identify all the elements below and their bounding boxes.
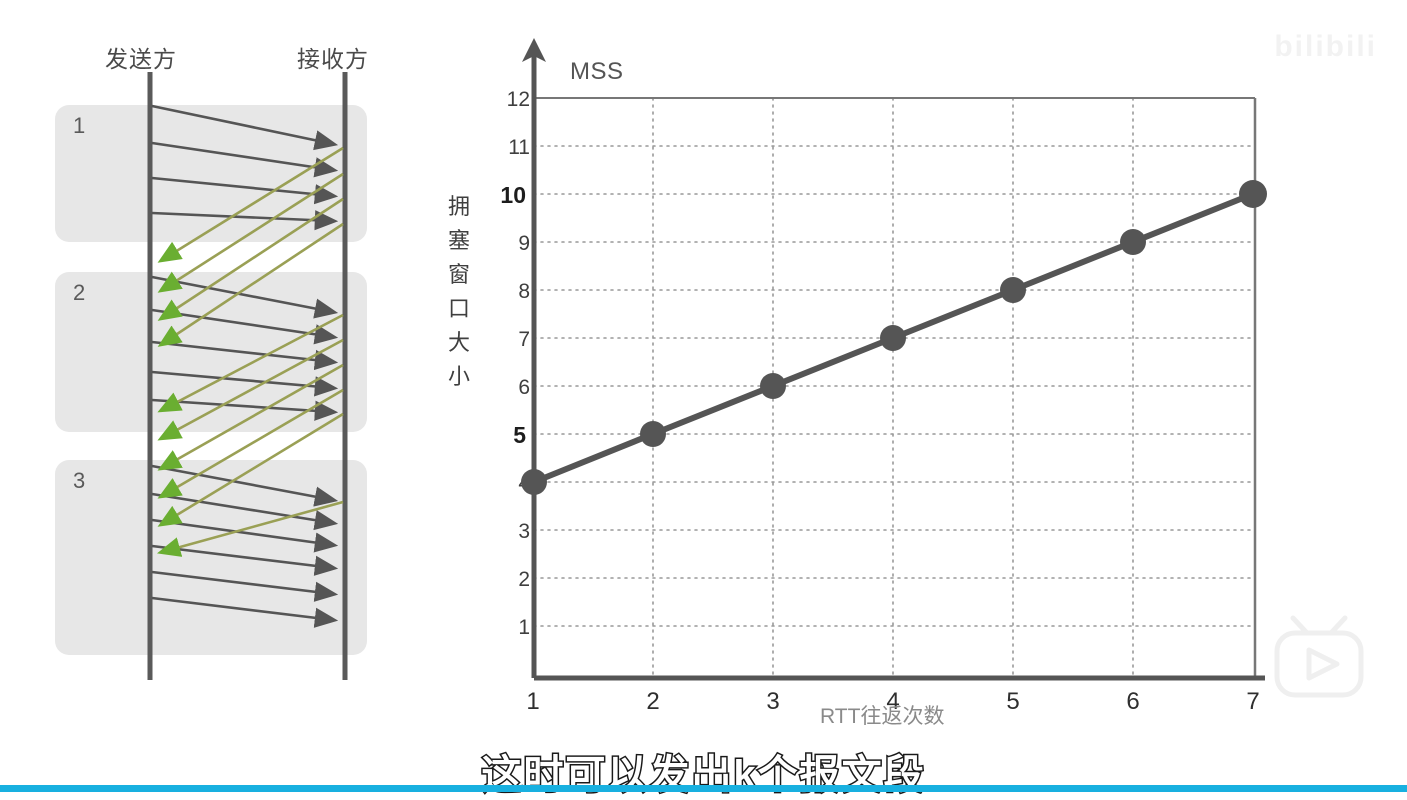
y-tick-11: 11 bbox=[508, 136, 530, 159]
y-axis-label: 拥 塞 窗 口 大 小 bbox=[442, 190, 476, 394]
y-axis-arrowhead bbox=[522, 38, 546, 62]
ack-arrows bbox=[156, 146, 344, 557]
x-tick-6: 6 bbox=[1126, 688, 1140, 715]
data-point-4 bbox=[880, 325, 906, 351]
horizontal-gridlines bbox=[533, 145, 1256, 627]
y-tick-5: 5 bbox=[513, 422, 526, 448]
chart-plot-svg bbox=[521, 38, 1267, 681]
round-number-2: 2 bbox=[73, 280, 86, 305]
y-axis-label-char: 塞 bbox=[447, 228, 470, 253]
y-tick-6: 6 bbox=[518, 376, 530, 399]
sequence-arrows-svg bbox=[147, 72, 348, 680]
data-point-3 bbox=[760, 373, 786, 399]
x-tick-5: 5 bbox=[1006, 688, 1020, 715]
y-tick-1: 1 bbox=[518, 616, 530, 639]
data-segment-arrows bbox=[151, 104, 339, 628]
x-tick-2: 2 bbox=[646, 688, 660, 715]
x-tick-7: 7 bbox=[1246, 688, 1260, 715]
x-tick-1: 1 bbox=[526, 688, 540, 715]
y-axis-label-char: 大 bbox=[447, 330, 470, 355]
y-tick-8: 8 bbox=[518, 280, 530, 303]
y-tick-12: 12 bbox=[506, 88, 530, 111]
y-axis-label-char: 拥 bbox=[447, 194, 470, 219]
y-axis-label-char: 窗 bbox=[447, 262, 470, 287]
bilibili-watermark: bilibili bbox=[1274, 30, 1377, 63]
data-point-7 bbox=[1239, 180, 1267, 208]
data-point-2 bbox=[640, 421, 666, 447]
x-tick-4: 4 bbox=[886, 688, 900, 715]
y-tick-2: 2 bbox=[518, 568, 530, 591]
data-point-5 bbox=[1000, 277, 1026, 303]
y-tick-7: 7 bbox=[518, 328, 530, 351]
congestion-window-chart: MSS 拥 塞 窗 口 大 小 12 11 10 9 8 7 6 5 4 3 2… bbox=[430, 0, 1290, 760]
y-axis-label-char: 口 bbox=[447, 296, 470, 321]
x-tick-3: 3 bbox=[766, 688, 780, 715]
round-number-1: 1 bbox=[73, 113, 86, 138]
x-axis-label: RTT往返次数 bbox=[820, 705, 945, 728]
data-point-6 bbox=[1120, 229, 1146, 255]
y-axis-label-char: 小 bbox=[447, 364, 470, 389]
bilibili-tv-logo-icon bbox=[1274, 615, 1364, 698]
y-tick-10: 10 bbox=[500, 182, 526, 208]
sender-receiver-sequence-diagram: 发送方 接收方 1 2 3 bbox=[0, 0, 430, 700]
chart-title-mss: MSS bbox=[570, 58, 624, 85]
vertical-gridlines bbox=[652, 97, 1134, 679]
sender-label: 发送方 bbox=[105, 46, 177, 72]
data-point-1 bbox=[521, 469, 547, 495]
round-number-3: 3 bbox=[73, 468, 86, 493]
video-progress-bar[interactable] bbox=[0, 785, 1407, 792]
y-tick-3: 3 bbox=[518, 520, 530, 543]
y-tick-9: 9 bbox=[518, 232, 530, 255]
congestion-window-markers bbox=[521, 180, 1267, 495]
receiver-label: 接收方 bbox=[297, 46, 369, 72]
